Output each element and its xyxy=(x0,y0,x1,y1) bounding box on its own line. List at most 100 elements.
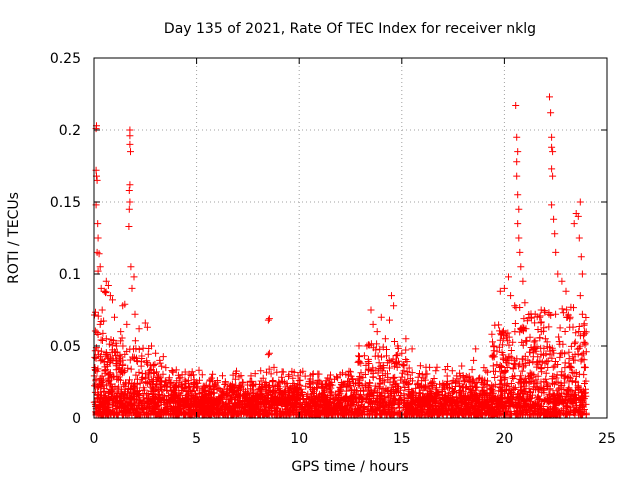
data-point xyxy=(562,287,570,295)
data-point xyxy=(265,349,273,357)
data-point xyxy=(373,328,381,336)
y-tick-label: 0.25 xyxy=(50,51,81,67)
data-point xyxy=(326,375,334,383)
data-point xyxy=(96,263,104,271)
data-point xyxy=(97,284,105,292)
data-point xyxy=(507,292,515,300)
data-point xyxy=(275,378,283,386)
data-point xyxy=(521,299,529,307)
data-point xyxy=(244,388,252,396)
data-point xyxy=(496,287,504,295)
data-point xyxy=(558,277,566,285)
data-point xyxy=(386,316,393,324)
y-tick-label: 0.05 xyxy=(50,339,81,355)
data-point xyxy=(94,331,102,338)
x-tick-label: 20 xyxy=(495,431,513,447)
data-point xyxy=(390,302,398,310)
data-point xyxy=(470,356,478,364)
data-point xyxy=(580,364,588,372)
data-point xyxy=(127,263,135,271)
data-point xyxy=(152,349,160,357)
data-point xyxy=(117,328,125,336)
data-point xyxy=(126,132,134,140)
data-point xyxy=(141,319,149,327)
data-point xyxy=(121,300,129,308)
y-tick-label: 0.2 xyxy=(59,123,81,139)
data-point xyxy=(580,328,588,336)
data-point xyxy=(94,267,102,275)
data-point xyxy=(126,198,134,206)
data-point xyxy=(394,342,402,350)
data-point xyxy=(500,284,508,292)
data-point xyxy=(156,356,164,364)
data-point xyxy=(472,345,480,353)
data-point xyxy=(459,374,467,382)
data-point xyxy=(128,284,136,292)
data-point xyxy=(549,172,557,180)
axis-ticks: 0 5 10 15 20 25 0 0.05 0.1 0.15 0.2 0.25 xyxy=(50,51,616,447)
data-point xyxy=(381,335,389,343)
data-point xyxy=(109,296,116,304)
data-point xyxy=(367,306,375,314)
y-tick-label: 0.15 xyxy=(50,195,81,211)
data-point xyxy=(143,323,151,331)
data-point xyxy=(541,335,549,343)
y-axis-label: ROTI / TECUs xyxy=(6,192,22,284)
data-point xyxy=(306,379,313,387)
x-tick-label: 0 xyxy=(90,431,99,447)
data-point xyxy=(552,248,560,256)
data-point xyxy=(513,158,521,166)
data-point xyxy=(575,234,583,242)
x-tick-label: 25 xyxy=(598,431,616,447)
data-point xyxy=(102,277,110,285)
data-point xyxy=(193,379,201,387)
chart-title: Day 135 of 2021, Rate Of TEC Index for r… xyxy=(164,21,536,37)
data-point xyxy=(93,176,101,184)
data-point xyxy=(513,133,521,141)
grid-lines xyxy=(94,58,607,418)
data-point xyxy=(402,335,410,343)
data-point xyxy=(514,220,522,228)
data-point xyxy=(98,306,106,314)
data-point xyxy=(490,342,498,350)
data-point xyxy=(578,270,586,278)
data-point xyxy=(295,377,303,385)
data-point xyxy=(104,282,112,289)
data-point xyxy=(168,367,176,374)
data-point xyxy=(515,205,523,213)
data-point xyxy=(363,342,371,350)
data-point xyxy=(527,313,535,321)
data-point xyxy=(546,93,553,101)
data-point xyxy=(547,109,555,117)
data-point xyxy=(125,187,133,194)
data-point xyxy=(123,320,131,328)
data-point xyxy=(576,198,584,206)
data-point xyxy=(577,253,585,261)
data-point xyxy=(505,273,512,281)
data-point xyxy=(94,234,102,242)
data-point xyxy=(449,377,457,385)
data-point xyxy=(548,165,556,173)
x-tick-label: 5 xyxy=(192,431,201,447)
data-point xyxy=(574,212,582,220)
data-point xyxy=(130,273,138,281)
data-point xyxy=(579,349,587,357)
data-point xyxy=(254,385,262,393)
data-point xyxy=(439,379,447,387)
data-point xyxy=(234,387,242,395)
data-point xyxy=(516,248,524,256)
data-point xyxy=(398,349,406,357)
data-point xyxy=(336,371,344,379)
data-point xyxy=(537,328,545,336)
data-point xyxy=(576,292,584,300)
data-point xyxy=(418,371,426,379)
data-point xyxy=(162,364,170,372)
data-point xyxy=(554,270,562,278)
data-point xyxy=(429,378,437,386)
x-axis-label: GPS time / hours xyxy=(291,459,408,475)
data-point xyxy=(102,335,110,343)
data-point xyxy=(111,313,118,321)
data-point xyxy=(570,220,578,228)
data-point xyxy=(264,351,272,359)
